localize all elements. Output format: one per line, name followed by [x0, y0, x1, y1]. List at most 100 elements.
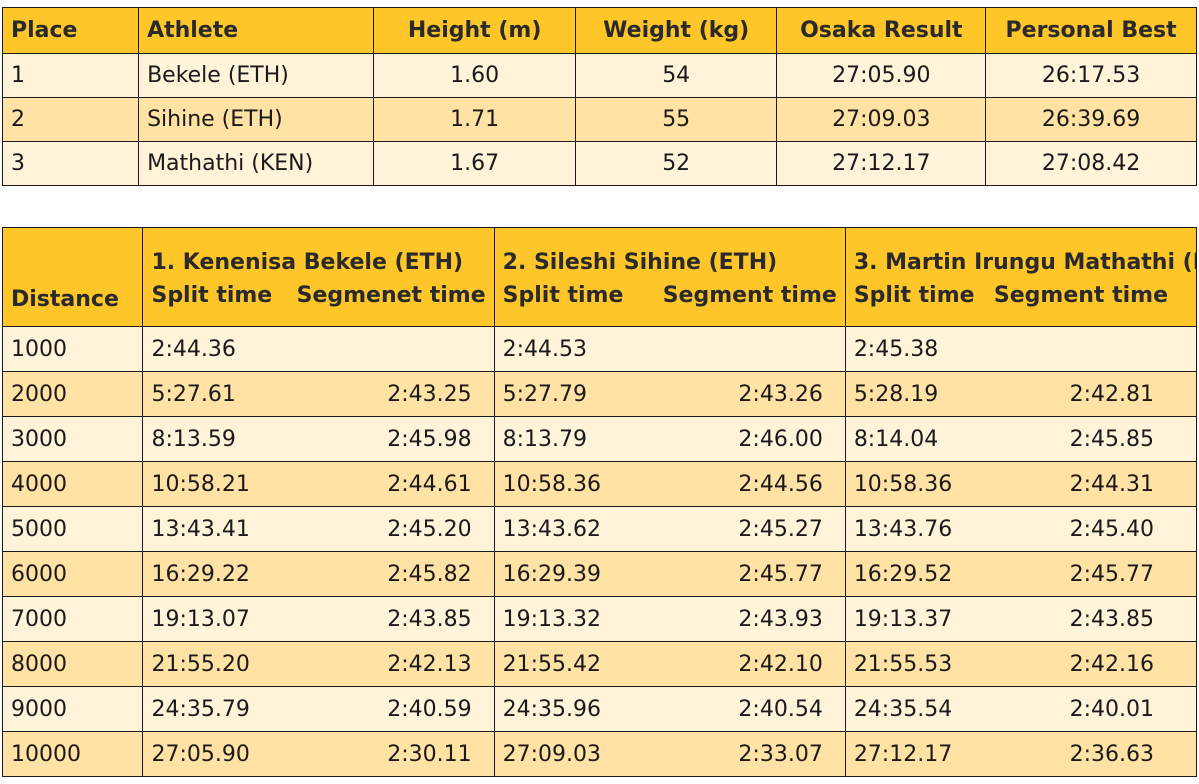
header-runner-3: 3. Martin Irungu Mathathi (KEN) Split ti… [844, 227, 1198, 327]
table-row: 2 Sihine (ETH) 1.71 55 27:09.03 26:39.69 [1, 97, 1197, 142]
runner-3-cell: 21:55.53 2:42.16 [844, 641, 1198, 687]
runner-3-cell: 16:29.52 2:45.77 [844, 551, 1198, 597]
distance-cell: 7000 [1, 596, 144, 642]
segment-time-value: 2:46.00 [738, 426, 823, 452]
split-time-value: 21:55.42 [502, 651, 602, 677]
segment-time-value: 2:33.07 [738, 741, 823, 767]
table-row: 1 Bekele (ETH) 1.60 54 27:05.90 26:17.53 [1, 53, 1197, 98]
split-time-value: 5:27.61 [151, 381, 236, 407]
weight-cell: 54 [574, 53, 778, 98]
runner-2-cell: 10:58.36 2:44.56 [493, 461, 846, 507]
segment-time-label: Segment time [662, 283, 837, 308]
distance-cell: 4000 [1, 461, 144, 507]
split-time-value: 10:58.21 [151, 471, 250, 497]
runner-name: 1. Kenenisa Bekele (ETH) [151, 250, 464, 275]
segment-time-value: 2:45.85 [1069, 426, 1154, 452]
runner-1-cell: 21:55.20 2:42.13 [142, 641, 495, 687]
segment-time-value: 2:43.93 [738, 606, 823, 632]
header-personal-best: Personal Best [985, 7, 1197, 54]
header-height: Height (m) [373, 7, 576, 54]
segment-time-value: 2:36.63 [1069, 741, 1154, 767]
distance-cell: 9000 [1, 686, 144, 732]
osaka-result-cell: 27:09.03 [776, 97, 987, 142]
segment-time-value: 2:40.01 [1069, 696, 1154, 722]
segment-time-value: 2:45.40 [1069, 516, 1154, 542]
runner-2-cell: 8:13.79 2:46.00 [493, 416, 846, 462]
runner-1-cell: 13:43.41 2:45.20 [142, 506, 495, 552]
runner-2-cell: 19:13.32 2:43.93 [493, 596, 846, 642]
personal-best-cell: 26:39.69 [985, 97, 1197, 142]
split-time-value: 10:58.36 [853, 471, 953, 497]
distance-cell: 6000 [1, 551, 144, 597]
header-distance: Distance [1, 227, 144, 327]
header-weight: Weight (kg) [574, 7, 778, 54]
split-time-value: 27:09.03 [502, 741, 602, 767]
split-time-label: Split time [151, 283, 273, 308]
runner-1-cell: 16:29.22 2:45.82 [142, 551, 495, 597]
segment-time-value: 2:42.16 [1069, 651, 1154, 677]
segment-time-value: 2:45.77 [738, 561, 823, 587]
table-row: 6000 16:29.22 2:45.82 16:29.39 2:45.77 16:29.… [1, 551, 1198, 597]
runner-3-cell: 19:13.37 2:43.85 [844, 596, 1198, 642]
distance-cell: 2000 [1, 371, 144, 417]
table-row: 10000 27:05.90 2:30.11 27:09.03 2:33.07 27:12… [1, 731, 1198, 777]
split-time-value: 8:13.59 [151, 426, 236, 452]
runner-1-cell: 8:13.59 2:45.98 [142, 416, 495, 462]
split-time-label: Split time [853, 283, 975, 308]
runner-2-cell: 16:29.39 2:45.77 [493, 551, 846, 597]
personal-best-cell: 27:08.42 [985, 141, 1197, 186]
table-row: 2000 5:27.61 2:43.25 5:27.79 2:43.26 5:28.19 2… [1, 371, 1198, 417]
runner-2-cell: 13:43.62 2:45.27 [493, 506, 846, 552]
weight-cell: 52 [574, 141, 778, 186]
split-time-value: 24:35.54 [853, 696, 953, 722]
runner-3-cell: 8:14.04 2:45.85 [844, 416, 1198, 462]
runner-3-cell: 5:28.19 2:42.81 [844, 371, 1198, 417]
personal-best-cell: 26:17.53 [985, 53, 1197, 98]
splits-table: Distance 1. Kenenisa Bekele (ETH) Split … [1, 227, 1198, 777]
athlete-cell: Mathathi (KEN) [138, 141, 375, 186]
runner-2-cell: 24:35.96 2:40.54 [493, 686, 846, 732]
split-time-value: 16:29.39 [502, 561, 602, 587]
split-time-value: 13:43.76 [853, 516, 953, 542]
table-row: 9000 24:35.79 2:40.59 24:35.96 2:40.54 24:35.… [1, 686, 1198, 732]
split-time-value: 10:58.36 [502, 471, 602, 497]
segment-time-value: 2:44.56 [738, 471, 823, 497]
split-time-value: 21:55.53 [853, 651, 953, 677]
segment-time-label: Segmenet time [296, 283, 486, 308]
runner-3-cell: 2:45.38 [844, 326, 1198, 372]
athlete-cell: Bekele (ETH) [138, 53, 375, 98]
distance-cell: 10000 [1, 731, 144, 777]
runner-name: 2. Sileshi Sihine (ETH) [502, 250, 778, 275]
height-cell: 1.60 [373, 53, 576, 98]
split-time-value: 2:44.53 [502, 336, 588, 362]
osaka-result-cell: 27:05.90 [776, 53, 987, 98]
place-cell: 3 [1, 141, 140, 186]
runner-1-cell: 27:05.90 2:30.11 [142, 731, 495, 777]
split-time-label: Split time [502, 283, 624, 308]
split-time-value: 2:45.38 [853, 336, 939, 362]
segment-time-value: 2:45.82 [387, 561, 472, 587]
place-cell: 1 [1, 53, 140, 98]
runner-3-cell: 24:35.54 2:40.01 [844, 686, 1198, 732]
segment-time-value [1154, 337, 1174, 362]
split-time-value: 8:13.79 [502, 426, 588, 452]
split-time-value: 27:05.90 [151, 741, 250, 767]
split-time-value: 16:29.22 [151, 561, 250, 587]
table-row: 4000 10:58.21 2:44.61 10:58.36 2:44.56 10:58.… [1, 461, 1198, 507]
segment-time-value: 2:42.81 [1069, 381, 1154, 407]
split-time-value: 19:13.32 [502, 606, 602, 632]
segment-time-value: 2:43.26 [738, 381, 823, 407]
split-time-value: 2:44.36 [151, 336, 236, 362]
header-place: Place [1, 7, 140, 54]
segment-time-value: 2:45.98 [387, 426, 472, 452]
height-cell: 1.67 [373, 141, 576, 186]
segment-time-value: 2:30.11 [387, 741, 472, 767]
runner-1-cell: 19:13.07 2:43.85 [142, 596, 495, 642]
place-cell: 2 [1, 97, 140, 142]
runner-1-cell: 5:27.61 2:43.25 [142, 371, 495, 417]
segment-time-value: 2:45.27 [738, 516, 823, 542]
distance-cell: 5000 [1, 506, 144, 552]
segment-time-label: Segment time [993, 283, 1168, 308]
split-time-value: 5:27.79 [502, 381, 588, 407]
weight-cell: 55 [574, 97, 778, 142]
